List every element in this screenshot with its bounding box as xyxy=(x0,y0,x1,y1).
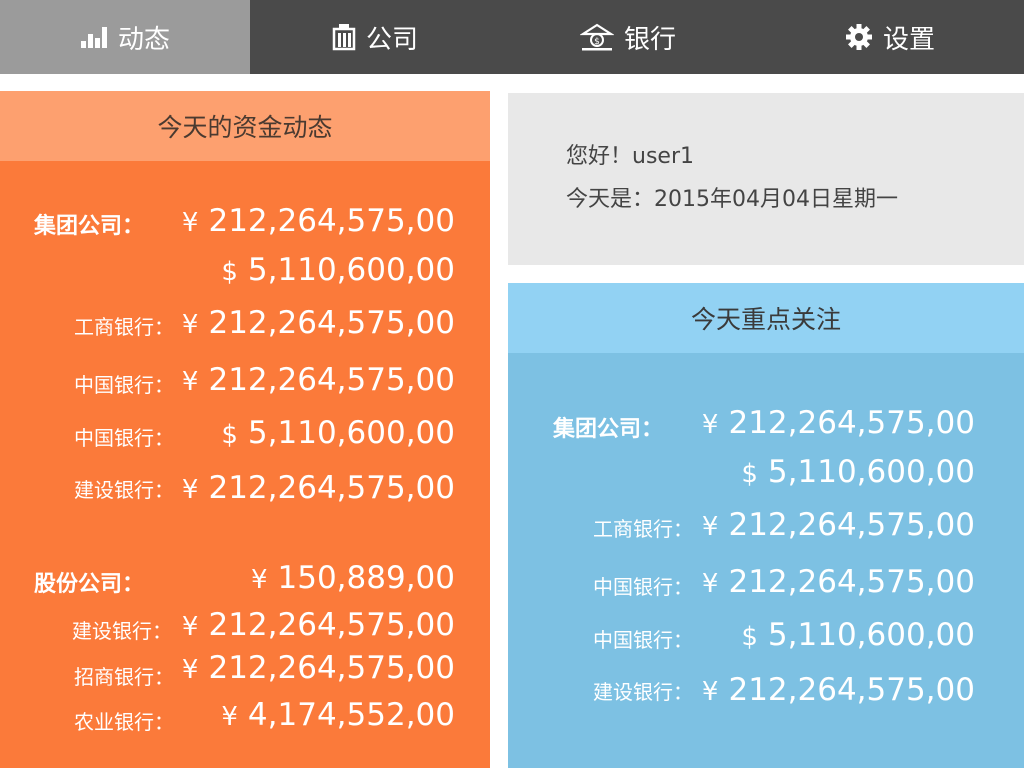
amount-row: $5,110,600,00 xyxy=(221,415,455,451)
amount-value: 212,264,575,00 xyxy=(728,672,975,708)
amount-value: 212,264,575,00 xyxy=(728,405,975,441)
panel-title: 今天重点关注 xyxy=(508,283,1024,353)
svg-text:$: $ xyxy=(594,37,600,47)
tab-label: 银行 xyxy=(623,24,676,55)
currency-symbol: ¥ xyxy=(701,677,719,707)
amount-value: 212,264,575,00 xyxy=(728,507,975,543)
amount-value: 5,110,600,00 xyxy=(767,617,975,653)
amount-row: ¥212,264,575,00 xyxy=(182,650,455,686)
bank-label: 建设银行： xyxy=(72,619,172,643)
currency-cny: ¥ xyxy=(250,565,268,595)
currency-cny: ¥ xyxy=(181,208,199,238)
amount-value: 212,264,575,00 xyxy=(728,564,975,600)
bank-label: 农业银行： xyxy=(74,710,174,734)
currency-symbol: ¥ xyxy=(181,310,199,340)
bank-label: 建设银行： xyxy=(593,680,693,704)
currency-symbol: ¥ xyxy=(181,655,199,685)
bank-label: 招商银行： xyxy=(74,665,174,689)
currency-symbol: ¥ xyxy=(701,512,719,542)
currency-symbol: $ xyxy=(741,622,758,652)
currency-symbol: $ xyxy=(221,420,238,450)
tab-settings[interactable]: 设置 xyxy=(756,0,1024,74)
group-label-group-company: 集团公司： xyxy=(34,214,145,239)
amount-row: $5,110,600,00 xyxy=(741,617,975,653)
tab-dynamics[interactable]: 动态 xyxy=(0,0,250,74)
fund-dynamics-panel: 今天的资金动态 集团公司： ¥212,264,575,00 $5,110,600… xyxy=(0,91,490,768)
amount-row: ¥212,264,575,00 xyxy=(702,564,975,600)
bar-chart-icon xyxy=(80,25,108,49)
bank-icon: $ xyxy=(579,23,614,51)
amount-value: 5,110,600,00 xyxy=(247,415,455,451)
currency-symbol: ¥ xyxy=(181,612,199,642)
key-focus-panel: 今天重点关注 集团公司： ¥212,264,575,00 $5,110,600,… xyxy=(508,283,1024,768)
amount-row: ¥212,264,575,00 xyxy=(702,672,975,708)
amount-value: 4,174,552,00 xyxy=(247,697,455,733)
currency-symbol: ¥ xyxy=(221,702,238,732)
amount-value: 212,264,575,00 xyxy=(208,362,455,398)
building-icon xyxy=(332,23,356,51)
amount-row: ¥150,889,00 xyxy=(251,560,455,596)
bank-label: 建设银行： xyxy=(74,478,174,502)
bank-label: 中国银行： xyxy=(593,628,693,652)
currency-usd: $ xyxy=(221,257,238,287)
amount-value: 212,264,575,00 xyxy=(208,607,455,643)
group-label-share-company: 股份公司： xyxy=(34,572,145,597)
bank-label: 中国银行： xyxy=(74,426,174,450)
bank-label: 工商银行： xyxy=(74,315,174,339)
panel-title: 今天的资金动态 xyxy=(0,91,490,161)
currency-symbol: ¥ xyxy=(181,367,199,397)
amount-value: 212,264,575,00 xyxy=(208,305,455,341)
tab-bank[interactable]: $ 银行 xyxy=(500,0,756,74)
amount-value: 212,264,575,00 xyxy=(208,650,455,686)
amount-row: $5,110,600,00 xyxy=(221,252,455,288)
currency-symbol: ¥ xyxy=(181,475,199,505)
amount-value: 212,264,575,00 xyxy=(208,203,455,239)
amount-row: ¥212,264,575,00 xyxy=(182,305,455,341)
bank-label: 工商银行： xyxy=(593,517,693,541)
amount-row: $5,110,600,00 xyxy=(741,454,975,490)
amount-row: ¥212,264,575,00 xyxy=(182,203,455,239)
currency-symbol: ¥ xyxy=(701,569,719,599)
amount-row: ¥212,264,575,00 xyxy=(702,507,975,543)
amount-row: ¥212,264,575,00 xyxy=(182,607,455,643)
greeting-panel: 您好！user1 今天是：2015年04月04日星期一 xyxy=(508,93,1024,265)
group-label-group-company: 集团公司： xyxy=(553,417,664,442)
amount-row: ¥212,264,575,00 xyxy=(702,405,975,441)
currency-cny: ¥ xyxy=(701,410,719,440)
tab-label: 公司 xyxy=(365,24,418,55)
gear-icon xyxy=(845,23,873,51)
date-text: 今天是：2015年04月04日星期一 xyxy=(566,187,898,212)
tab-company[interactable]: 公司 xyxy=(250,0,500,74)
greeting-text: 您好！user1 xyxy=(566,144,694,169)
amount-row: ¥212,264,575,00 xyxy=(182,362,455,398)
tab-label: 设置 xyxy=(882,24,935,55)
bank-label: 中国银行： xyxy=(74,373,174,397)
amount-row: ¥4,174,552,00 xyxy=(221,697,455,733)
top-nav: 动态 公司 $ 银行 设置 xyxy=(0,0,1024,74)
currency-usd: $ xyxy=(741,459,758,489)
amount-value: 212,264,575,00 xyxy=(208,470,455,506)
amount-value: 150,889,00 xyxy=(277,560,456,596)
amount-row: ¥212,264,575,00 xyxy=(182,470,455,506)
amount-value: 5,110,600,00 xyxy=(247,252,455,288)
amount-value: 5,110,600,00 xyxy=(767,454,975,490)
tab-label: 动态 xyxy=(117,24,170,55)
bank-label: 中国银行： xyxy=(593,575,693,599)
